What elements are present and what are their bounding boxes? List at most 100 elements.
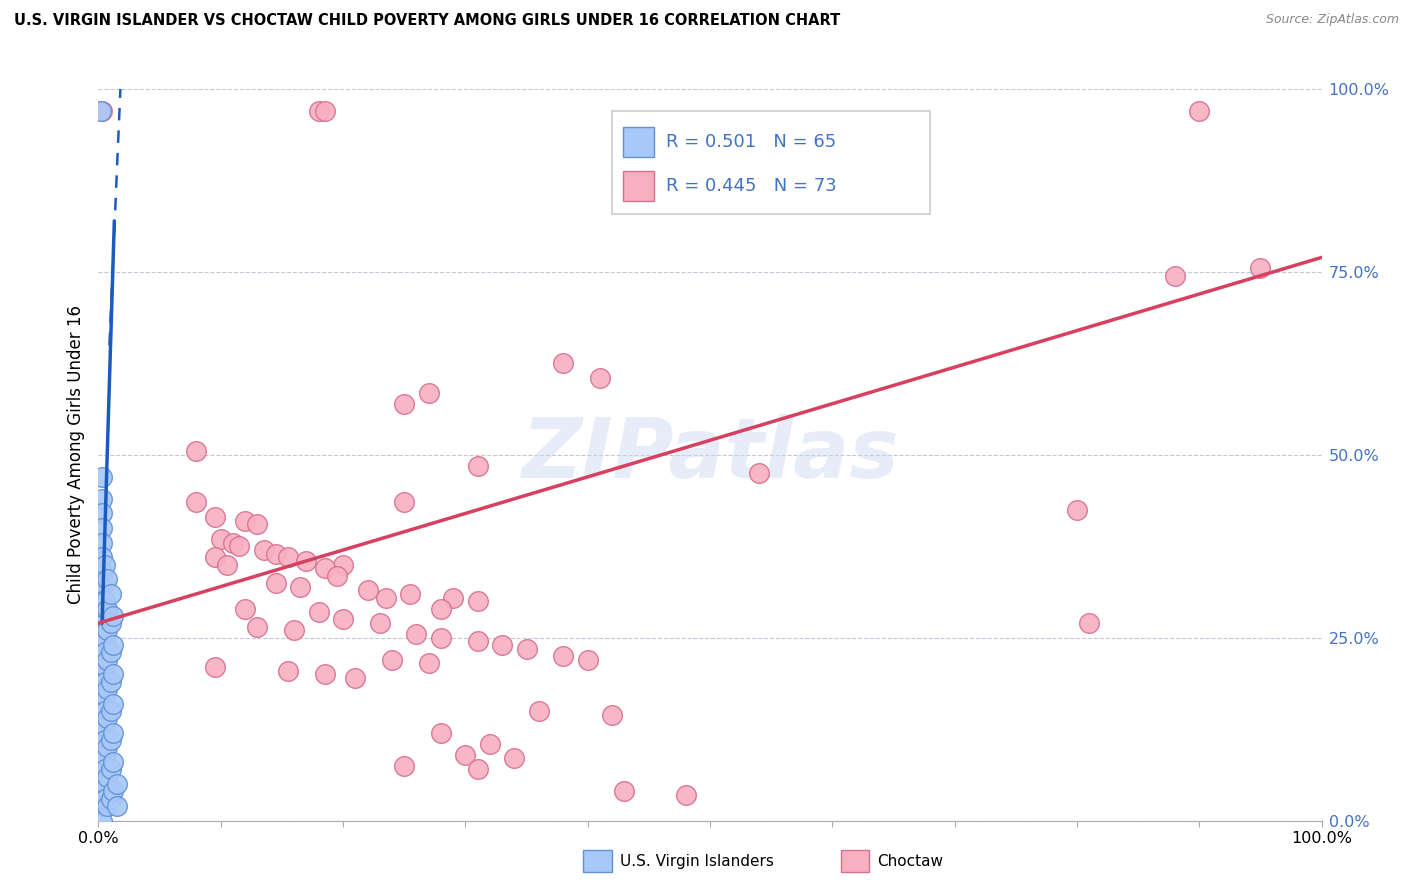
Point: [454, 747, 477, 762]
Point: [283, 624, 305, 638]
Point: [91, 784, 114, 798]
Point: [441, 591, 464, 605]
Point: [204, 550, 226, 565]
Point: [553, 649, 575, 664]
Point: [101, 697, 124, 711]
Point: [228, 539, 250, 553]
Point: [96, 681, 118, 696]
Point: [430, 631, 453, 645]
Point: [314, 561, 336, 575]
Point: [100, 733, 122, 747]
Point: [527, 704, 550, 718]
Point: [100, 587, 122, 601]
Point: [91, 770, 114, 784]
Point: [100, 674, 122, 689]
Point: [101, 667, 124, 681]
Point: [418, 657, 440, 671]
Point: [186, 444, 208, 458]
Point: [91, 814, 114, 828]
Point: [91, 755, 114, 769]
Point: [93, 605, 115, 619]
Point: [215, 558, 238, 572]
Point: [290, 580, 312, 594]
Point: [314, 104, 336, 119]
Point: [91, 580, 114, 594]
Point: [91, 697, 114, 711]
Point: [613, 784, 636, 798]
Point: [93, 690, 115, 704]
Point: [101, 726, 124, 740]
Point: [553, 356, 575, 371]
Point: [100, 616, 122, 631]
Point: [93, 576, 115, 591]
Point: [93, 660, 115, 674]
Point: [277, 664, 299, 678]
Point: [91, 726, 114, 740]
Point: [90, 104, 112, 119]
Point: [100, 791, 122, 805]
Point: [405, 627, 427, 641]
Point: [91, 624, 114, 638]
Point: [91, 594, 114, 608]
Y-axis label: Child Poverty Among Girls Under 16: Child Poverty Among Girls Under 16: [66, 305, 84, 605]
Point: [467, 634, 489, 648]
Point: [93, 634, 115, 648]
Point: [204, 660, 226, 674]
Point: [381, 653, 404, 667]
Point: [96, 770, 118, 784]
Text: Source: ZipAtlas.com: Source: ZipAtlas.com: [1265, 13, 1399, 27]
Point: [222, 535, 245, 549]
Point: [246, 620, 269, 634]
Text: R = 0.501   N = 65: R = 0.501 N = 65: [665, 133, 835, 151]
Point: [600, 707, 623, 722]
Point: [209, 532, 232, 546]
Point: [399, 587, 422, 601]
Point: [93, 558, 115, 572]
Point: [96, 624, 118, 638]
Point: [430, 601, 453, 615]
Point: [91, 667, 114, 681]
Point: [91, 521, 114, 535]
Point: [91, 550, 114, 565]
Point: [93, 777, 115, 791]
Point: [105, 799, 128, 814]
Point: [91, 535, 114, 549]
Point: [277, 550, 299, 565]
Point: [675, 788, 697, 802]
Point: [96, 740, 118, 755]
Point: [93, 631, 115, 645]
Point: [101, 608, 124, 623]
Point: [491, 638, 513, 652]
Point: [392, 397, 416, 411]
Point: [430, 726, 453, 740]
Point: [105, 777, 128, 791]
Point: [93, 594, 115, 608]
Point: [96, 572, 118, 586]
Point: [204, 510, 226, 524]
Point: [503, 751, 526, 765]
Point: [91, 638, 114, 652]
Point: [91, 740, 114, 755]
Text: R = 0.445   N = 73: R = 0.445 N = 73: [665, 178, 837, 195]
Point: [91, 104, 114, 119]
Point: [93, 664, 115, 678]
Point: [96, 601, 118, 615]
Point: [100, 645, 122, 659]
Point: [101, 784, 124, 798]
Point: [93, 718, 115, 732]
Point: [101, 755, 124, 769]
Point: [93, 704, 115, 718]
Text: Choctaw: Choctaw: [877, 854, 943, 869]
Point: [1078, 616, 1101, 631]
Point: [478, 737, 501, 751]
Point: [91, 799, 114, 814]
Point: [93, 733, 115, 747]
Point: [467, 458, 489, 473]
Point: [576, 653, 599, 667]
Point: [295, 554, 318, 568]
Point: [344, 671, 367, 685]
Point: [93, 791, 115, 805]
Point: [101, 638, 124, 652]
Point: [91, 491, 114, 506]
Point: [233, 514, 256, 528]
